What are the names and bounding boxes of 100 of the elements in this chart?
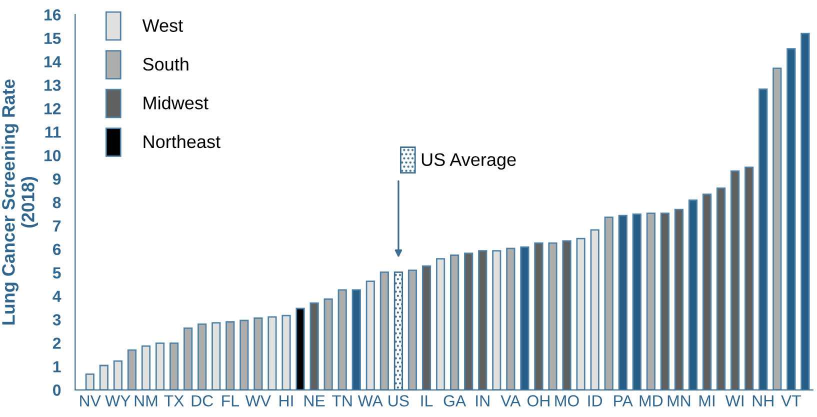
x-tick-label: DC (192, 395, 214, 406)
y-tick-label: 10 (44, 150, 61, 162)
bar (422, 265, 432, 390)
bar (338, 289, 347, 390)
legend-label: South (143, 57, 188, 71)
bar (324, 298, 333, 390)
bar (436, 258, 446, 390)
bar (464, 252, 474, 390)
x-tick-label: NV (80, 395, 101, 406)
bar (99, 364, 108, 390)
bar (240, 320, 249, 390)
x-tick-label: US (388, 395, 409, 406)
bar (520, 246, 530, 390)
bar (226, 321, 235, 390)
x-tick-label: TN (332, 395, 352, 406)
legend-label: Midwest (144, 96, 208, 110)
bar (590, 229, 600, 390)
bar (155, 342, 165, 390)
y-tick-label: 14 (44, 56, 62, 68)
bar (646, 212, 656, 390)
x-tick-label: ID (588, 395, 602, 406)
bar (534, 242, 544, 390)
bar (800, 32, 810, 390)
bar (758, 88, 768, 390)
y-tick-label: 11 (45, 126, 61, 138)
x-tick-label: MO (555, 395, 579, 406)
bar (85, 373, 94, 390)
bar (716, 187, 726, 390)
y-tick-label: 12 (44, 103, 61, 114)
bar (744, 166, 754, 390)
bar (674, 208, 684, 390)
y-tick-label: 15 (44, 32, 61, 44)
bar (786, 48, 796, 390)
bar (562, 240, 572, 390)
x-tick-label: VA (500, 395, 521, 406)
bar (660, 212, 670, 390)
y-tick-label: 2 (52, 338, 61, 349)
bar (506, 248, 516, 390)
x-tick-label: WI (725, 395, 744, 406)
bar (492, 250, 502, 390)
x-tick-label: VT (781, 395, 802, 406)
y-axis-title: Lung Cancer Screening Rate (2018) (2, 79, 38, 324)
bar (268, 316, 277, 390)
x-tick-label: NE (304, 395, 325, 406)
bar (380, 271, 389, 390)
bar (282, 314, 291, 390)
x-tick-label: WV (245, 395, 271, 406)
legend-label: West (142, 19, 183, 32)
y-tick-label: 9 (52, 173, 61, 185)
x-tick-label: NM (134, 395, 158, 406)
bar (772, 68, 782, 390)
bar (548, 242, 558, 390)
bar (702, 194, 712, 390)
x-tick-label: IN (476, 395, 490, 406)
y-tick-label: 6 (52, 244, 61, 256)
y-tick-label: 1 (53, 361, 61, 372)
y-tick-label: 3 (52, 314, 61, 326)
bar (169, 342, 179, 390)
bar (127, 349, 137, 390)
x-tick-label: IL (421, 395, 433, 406)
bar (141, 345, 151, 390)
bar (113, 360, 122, 390)
bar (478, 250, 488, 390)
x-tick-label: WA (358, 395, 383, 406)
y-tick-label: 4 (52, 290, 62, 302)
x-tick-label: NH (752, 395, 774, 406)
x-tick-label: OH (527, 395, 550, 406)
y-tick-label: 13 (44, 80, 61, 91)
bar (198, 324, 207, 390)
bar (576, 238, 586, 390)
y-tick-label: 16 (44, 9, 61, 21)
bar (184, 328, 193, 390)
y-tick-label: 8 (52, 196, 61, 208)
bar (618, 214, 628, 390)
bar (408, 270, 418, 390)
bar (310, 302, 319, 390)
bar (254, 317, 263, 390)
y-tick-label: 5 (52, 267, 61, 279)
x-tick-label: GA (444, 395, 466, 406)
x-tick-label: FL (222, 395, 239, 406)
x-tick-label: TX (164, 395, 184, 406)
bar (632, 214, 642, 390)
x-tick-label: MN (668, 395, 690, 406)
y-tick-label: 7 (53, 220, 61, 232)
x-tick-label: MD (640, 395, 663, 406)
bar (730, 170, 740, 390)
bar (212, 322, 221, 390)
y-tick-label: 0 (53, 384, 61, 396)
x-tick-label: PA (614, 395, 633, 406)
x-tick-label: HI (280, 395, 293, 406)
x-tick-label: WY (105, 395, 130, 406)
legend-label: Northeast (144, 134, 220, 148)
bar (604, 216, 614, 390)
legend-label: US Average (422, 153, 516, 170)
bar (450, 254, 460, 390)
bar (366, 280, 375, 390)
bar (688, 199, 698, 390)
bar (296, 308, 305, 390)
bar (352, 289, 361, 390)
x-tick-label: MI (699, 395, 714, 406)
